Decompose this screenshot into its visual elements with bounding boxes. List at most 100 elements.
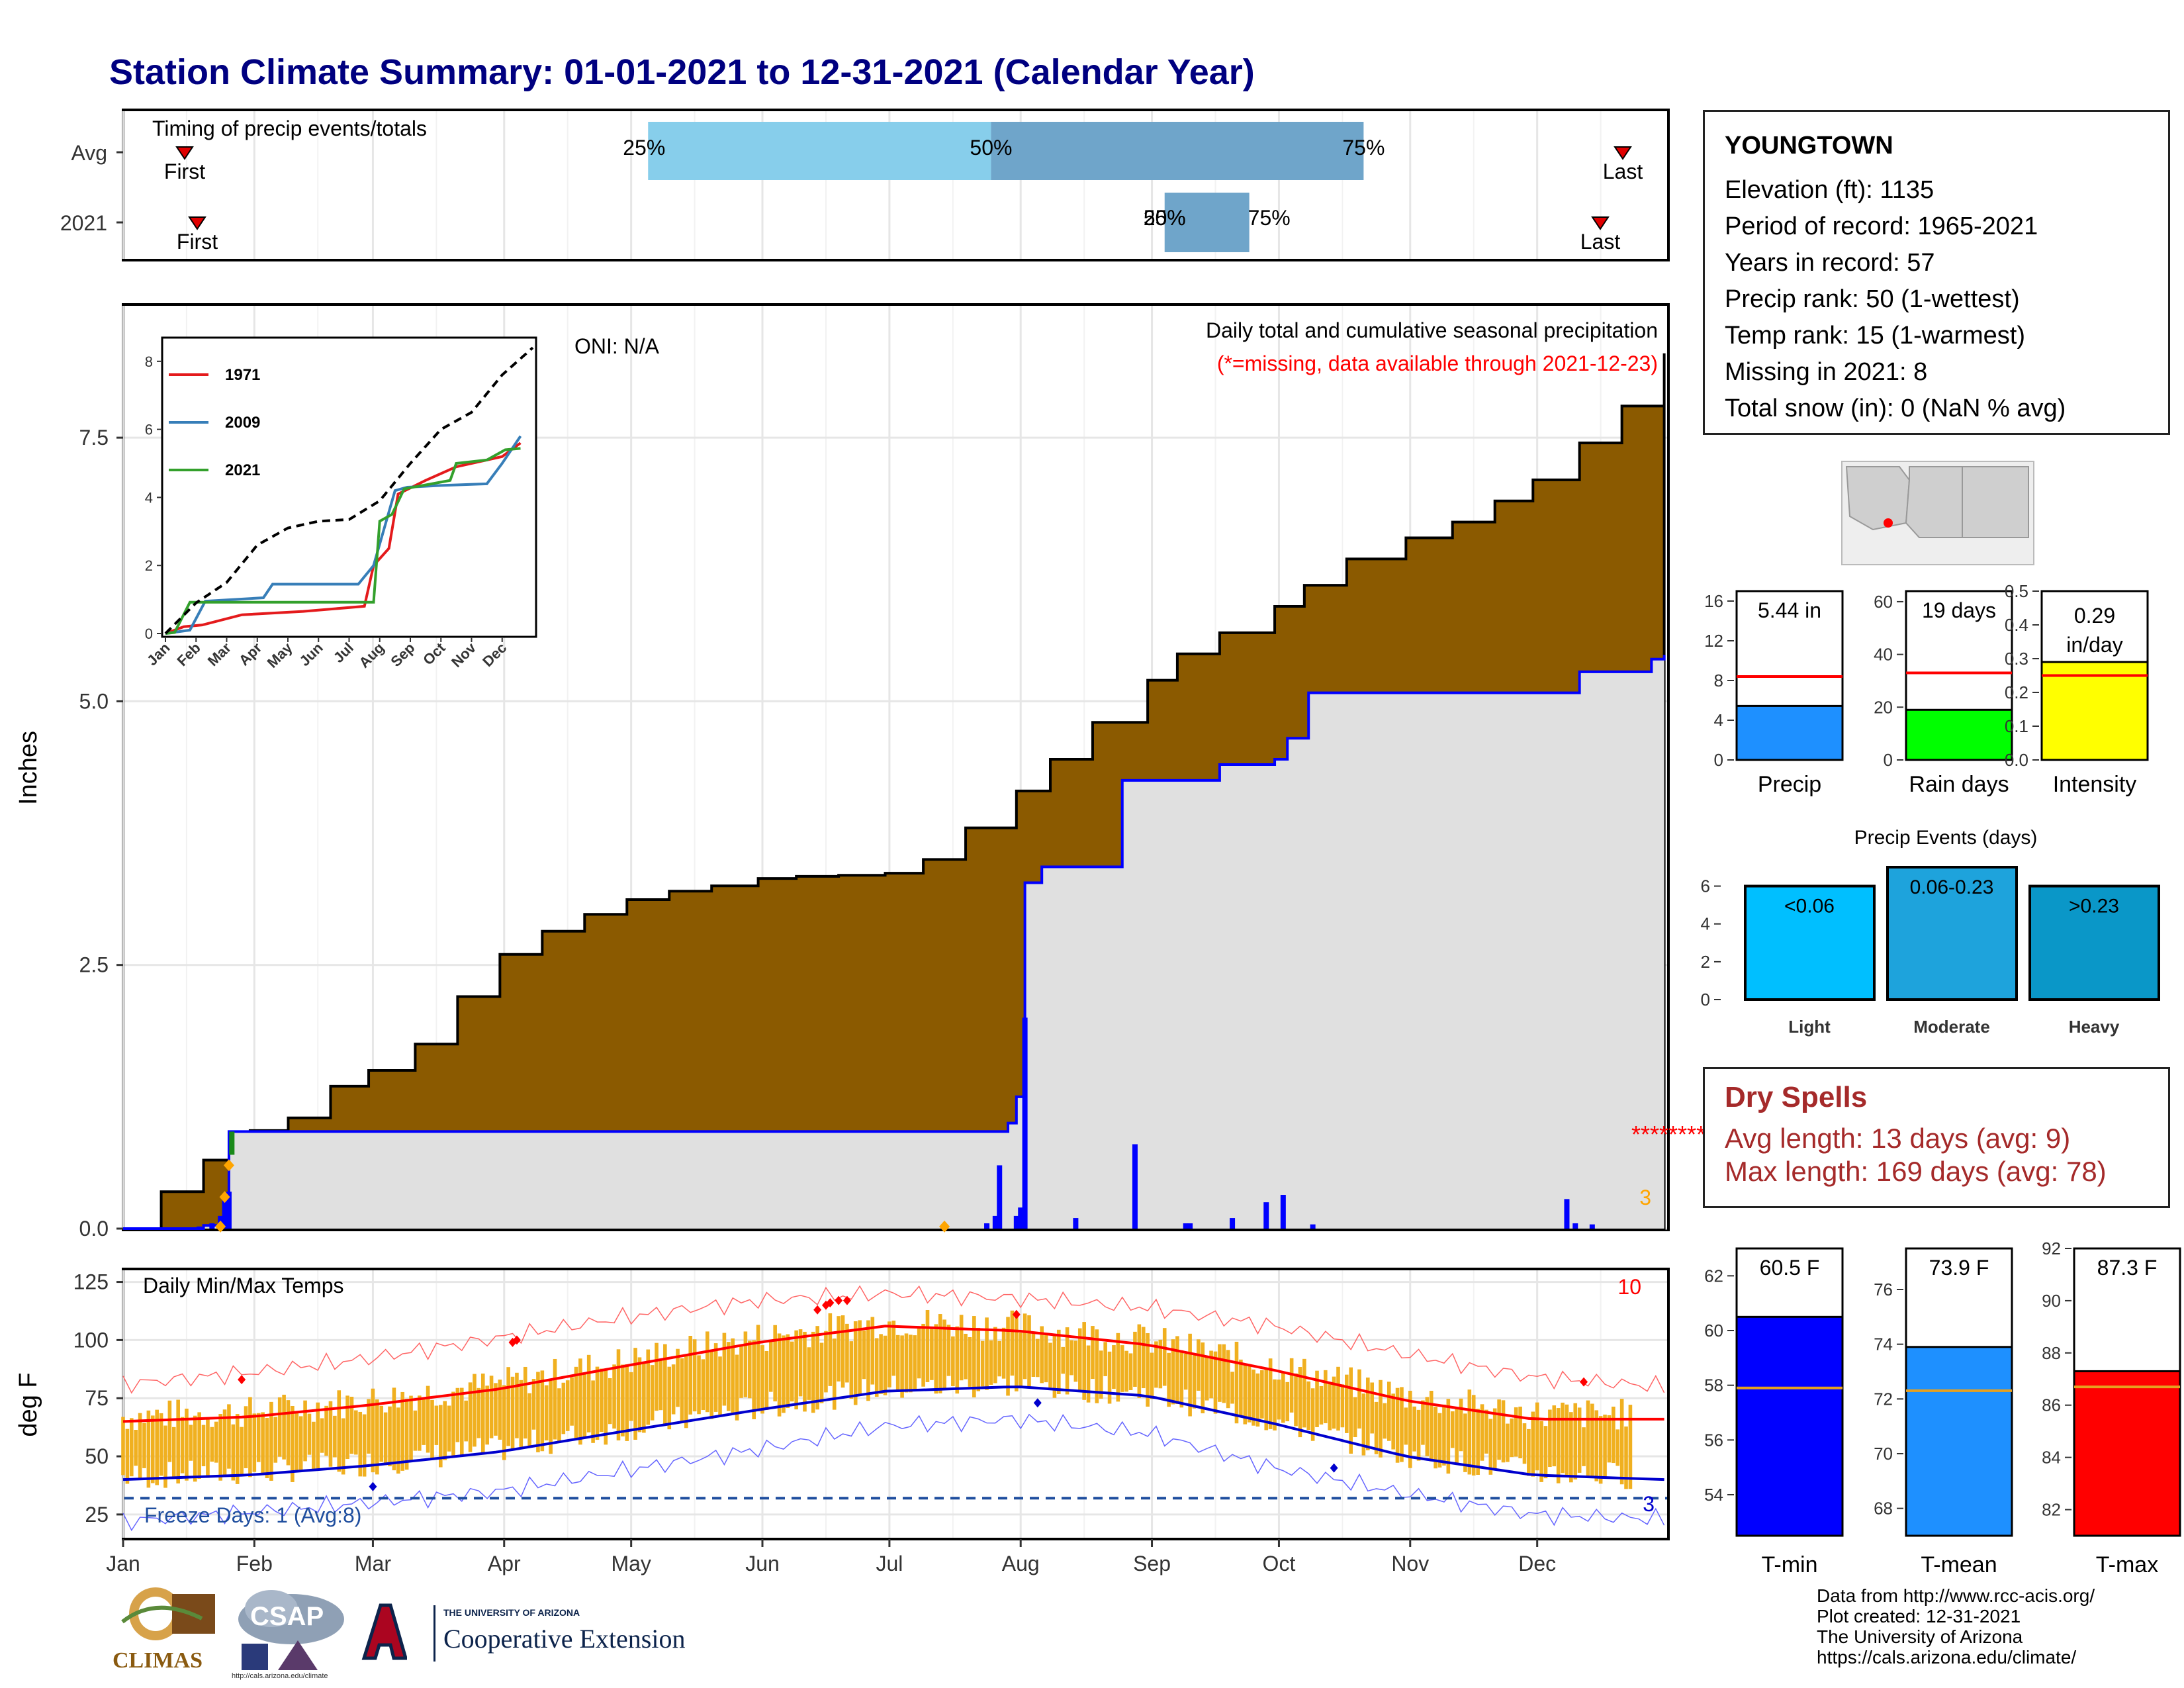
daily-temp-bar	[642, 1362, 646, 1433]
stat-y-label: 12	[1704, 631, 1723, 651]
precip-marker	[219, 1191, 230, 1203]
daily-temp-bar	[531, 1379, 536, 1430]
daily-temp-bar	[718, 1356, 722, 1417]
station-missing: Missing in 2021: 8	[1725, 358, 1928, 386]
daily-temp-bar	[570, 1377, 574, 1426]
record-high-marker	[1012, 1309, 1021, 1319]
daily-temp-bar	[1612, 1406, 1615, 1464]
daily-temp-bar	[163, 1425, 167, 1488]
stat-y-label: 0.3	[2005, 649, 2028, 669]
daily-temp-bar	[1527, 1429, 1531, 1476]
footer-line-source: Data from http://www.rcc-acis.org/	[1817, 1585, 2095, 1606]
daily-temp-bar	[1624, 1426, 1628, 1489]
daily-temp-bar	[392, 1387, 396, 1471]
daily-temp-bar	[1365, 1378, 1370, 1450]
event-bar	[1744, 884, 1876, 1001]
daily-temp-bar	[1582, 1427, 1586, 1466]
daily-temp-bar	[1247, 1364, 1251, 1423]
climas-logo[interactable]: CLIMAS	[109, 1582, 222, 1675]
daily-temp-bar	[459, 1387, 464, 1456]
csap-logo-text: CSAP	[250, 1602, 324, 1631]
daily-precip-bar	[1018, 1207, 1024, 1229]
daily-temp-bar	[1518, 1406, 1522, 1459]
daily-temp-bar	[396, 1407, 400, 1474]
daily-temp-bar	[1594, 1410, 1599, 1481]
dry-spells-title: Dry Spells	[1725, 1081, 1868, 1113]
daily-temp-bar	[815, 1326, 819, 1410]
event-bar	[2028, 884, 2160, 1001]
daily-temp-bar	[913, 1335, 917, 1390]
daily-temp-bar	[320, 1418, 324, 1453]
daily-temp-bar	[819, 1342, 824, 1403]
daily-temp-bar	[1332, 1376, 1336, 1429]
daily-temp-bar	[134, 1429, 138, 1466]
daily-temp-bar	[637, 1357, 642, 1432]
inset-avg-line	[164, 346, 534, 635]
daily-temp-bar	[1162, 1328, 1167, 1386]
daily-temp-bar	[1535, 1402, 1539, 1471]
daily-temp-bar	[705, 1331, 709, 1413]
daily-temp-bar	[1379, 1380, 1383, 1458]
daily-temp-bar	[1586, 1400, 1590, 1477]
daily-temp-bar	[1459, 1398, 1463, 1452]
daily-temp-bar	[400, 1391, 405, 1471]
daily-temp-bar	[768, 1340, 773, 1392]
stat-bar	[1905, 1346, 2013, 1537]
daily-temp-bar	[206, 1418, 210, 1478]
stat-y-label: 58	[1704, 1376, 1723, 1395]
daily-temp-bar	[985, 1317, 989, 1390]
daily-temp-bar	[1222, 1344, 1226, 1403]
daily-temp-bar	[1082, 1322, 1086, 1400]
inset-legend-label: 2021	[225, 461, 260, 479]
daily-temp-bar	[586, 1354, 591, 1432]
daily-temp-bar	[464, 1400, 468, 1442]
daily-temp-bar	[523, 1366, 527, 1439]
daily-temp-bar	[900, 1335, 904, 1398]
daily-temp-bar	[777, 1333, 782, 1417]
temp-panel: 25 50 75 100 125 Daily Min/Max Temps deg F F…	[15, 1268, 1670, 1540]
daily-temp-bar	[1171, 1339, 1175, 1405]
stat-bar	[1735, 704, 1844, 761]
csap-logo[interactable]: CSAP http://cals.arizona.edu/climate	[232, 1587, 351, 1680]
daily-temp-bar	[1446, 1399, 1451, 1474]
daily-temp-bar	[1027, 1315, 1031, 1387]
daily-temp-bar	[227, 1404, 231, 1469]
daily-temp-bar	[349, 1397, 354, 1454]
daily-temp-bar	[782, 1335, 786, 1413]
record-low-marker	[369, 1481, 377, 1491]
daily-temp-bar	[1124, 1350, 1128, 1392]
daily-temp-bar	[1501, 1400, 1506, 1463]
obs-cumulative-area	[123, 655, 1664, 1229]
daily-temp-bar	[379, 1405, 384, 1462]
ua-extension-logo[interactable]: THE UNIVERSITY OF ARIZONA Cooperative Ex…	[361, 1602, 745, 1668]
daily-temp-bar	[1023, 1313, 1027, 1380]
daily-temp-bar	[328, 1401, 333, 1467]
daily-temp-bar	[1019, 1333, 1023, 1387]
daily-temp-bar	[1103, 1342, 1107, 1376]
daily-temp-bar	[129, 1418, 134, 1477]
daily-temp-bar	[1197, 1339, 1201, 1391]
daily-temp-bar	[752, 1340, 756, 1420]
daily-temp-bar	[1471, 1395, 1476, 1476]
footer-credits: Data from http://www.rcc-acis.org/ Plot …	[1817, 1585, 2095, 1667]
record-min-line	[122, 1413, 1665, 1532]
timing-bar-q25-q50	[648, 122, 991, 180]
daily-temp-bar	[383, 1412, 388, 1466]
early-season-marker	[229, 1131, 235, 1155]
daily-temp-bar	[1277, 1380, 1281, 1420]
daily-temp-bar	[549, 1380, 553, 1454]
daily-temp-bar	[786, 1334, 790, 1409]
daily-temp-bar	[1548, 1409, 1552, 1468]
stat-value-label: 0.29	[2074, 604, 2115, 628]
station-snow: Total snow (in): 0 (NaN % avg)	[1725, 395, 2066, 422]
daily-temp-bar	[1395, 1387, 1400, 1463]
precip-panel: 0.0 2.5 5.0 7.5 Inches Daily total and cumu…	[15, 303, 1706, 1241]
stat-y-label: 20	[1874, 697, 1893, 717]
temp-y-label: 125	[73, 1270, 109, 1294]
daily-temp-bar	[1298, 1367, 1302, 1438]
inset-y-label: 6	[145, 422, 153, 438]
record-high-marker	[813, 1305, 822, 1315]
daily-temp-bar	[1099, 1350, 1103, 1399]
